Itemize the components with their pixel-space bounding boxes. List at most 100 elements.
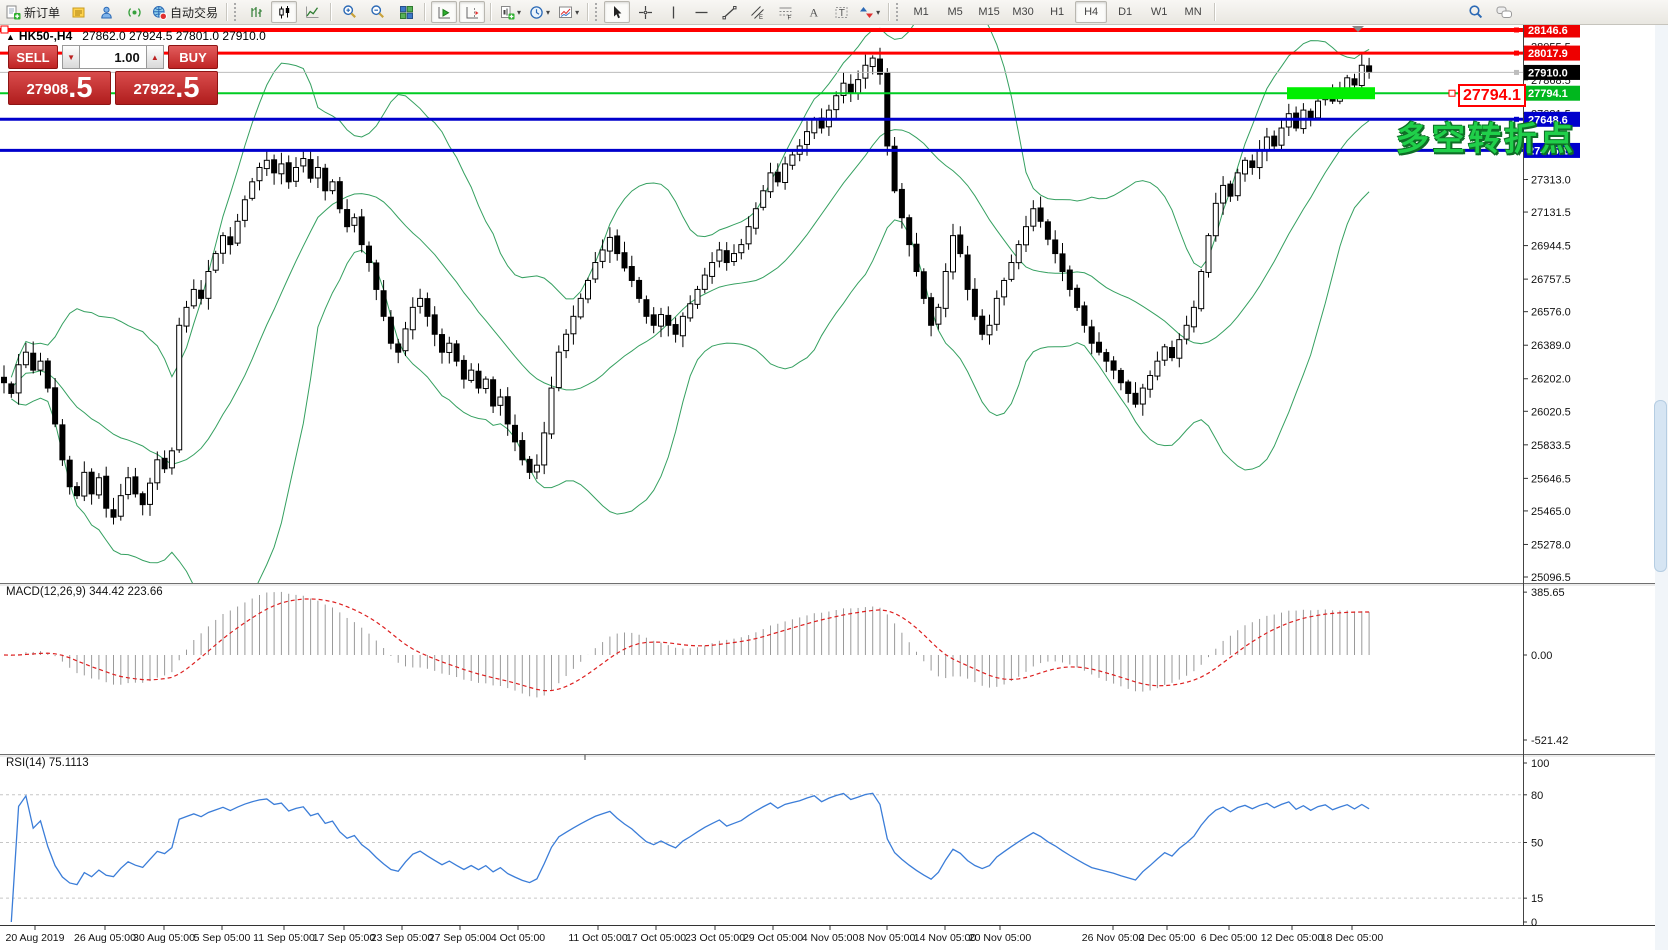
- timeframe-m5[interactable]: M5: [947, 6, 963, 18]
- timeframe-w1[interactable]: W1: [1150, 6, 1168, 18]
- volume-down-stepper[interactable]: ▼: [61, 45, 81, 69]
- zoom-out-icon: [371, 5, 385, 18]
- new-order-button[interactable]: 新订单: [3, 1, 63, 23]
- vertical-line-button[interactable]: [660, 1, 686, 23]
- svg-text:27794.1: 27794.1: [1528, 88, 1568, 100]
- text-label-button[interactable]: T: [828, 1, 854, 23]
- buy-button[interactable]: BUY: [168, 45, 218, 69]
- svg-text:25465.0: 25465.0: [1531, 506, 1571, 518]
- scrollbar-thumb[interactable]: [1654, 400, 1667, 572]
- timeframe-m15[interactable]: M15: [978, 6, 1000, 18]
- line-chart-icon: [305, 6, 319, 18]
- svg-text:4 Nov 05:00: 4 Nov 05:00: [802, 932, 859, 944]
- macd-pane-separator[interactable]: [0, 582, 1668, 586]
- toolbar-separator: [226, 3, 229, 21]
- sell-button[interactable]: SELL: [8, 45, 58, 69]
- terminal-button[interactable]: [93, 1, 119, 23]
- svg-text:26020.5: 26020.5: [1531, 406, 1571, 418]
- volume-up-stepper[interactable]: ▲: [145, 45, 165, 69]
- tile-windows-button[interactable]: [393, 1, 419, 23]
- templates-button[interactable]: ▾: [555, 1, 582, 23]
- svg-text:28146.6: 28146.6: [1528, 25, 1568, 37]
- svg-text:25833.5: 25833.5: [1531, 440, 1571, 452]
- svg-text:26576.0: 26576.0: [1531, 307, 1571, 319]
- chart-shift-marker-icon[interactable]: [1352, 26, 1364, 32]
- buy-price-box[interactable]: 27922.5: [115, 71, 218, 105]
- timeframe-d1[interactable]: D1: [1118, 6, 1133, 18]
- text-icon: A: [809, 5, 818, 19]
- candlesticks: [1, 47, 1373, 525]
- signals-button[interactable]: [121, 1, 147, 23]
- autotrading-button[interactable]: 自动交易: [149, 1, 221, 23]
- dropdown-caret-icon: ▾: [876, 7, 881, 17]
- sell-price-int: 27908: [26, 81, 69, 98]
- zoom-in-button[interactable]: [337, 1, 363, 23]
- timeframe-m1[interactable]: M1: [913, 6, 929, 18]
- sell-price-box[interactable]: 27908.5: [8, 71, 111, 105]
- search-button[interactable]: [1463, 1, 1489, 23]
- turning-point-annotation: 多空转折点: [1396, 120, 1576, 157]
- trend-line-icon: [722, 5, 737, 19]
- svg-text:12 Dec 05:00: 12 Dec 05:00: [1261, 932, 1324, 944]
- volume-field[interactable]: 1.00: [80, 45, 146, 69]
- svg-text:385.65: 385.65: [1531, 587, 1565, 599]
- crosshair-button[interactable]: [632, 1, 658, 23]
- horizontal-line-button[interactable]: [688, 1, 714, 23]
- chart-title: ▲ HK50-,H4 27862.0 27924.5 27801.0 27910.0: [6, 29, 266, 43]
- svg-text:A: A: [809, 5, 818, 19]
- toolbar-separator: [888, 3, 891, 21]
- svg-text:25096.5: 25096.5: [1531, 572, 1571, 584]
- svg-text:50: 50: [1531, 838, 1543, 850]
- timeframe-h4[interactable]: H4: [1075, 1, 1108, 23]
- price-axis-labels: 28055.527868.527681.527313.027131.526944…: [1523, 24, 1580, 929]
- svg-text:27 Sep 05:00: 27 Sep 05:00: [429, 932, 492, 944]
- svg-text:11 Sep 05:00: 11 Sep 05:00: [253, 932, 315, 944]
- horizontal-line-icon: [695, 11, 708, 13]
- fibonacci-button[interactable]: F: [772, 1, 798, 23]
- chat-icon: [1496, 6, 1512, 18]
- svg-text:18 Dec 05:00: 18 Dec 05:00: [1321, 932, 1384, 944]
- cursor-icon: [613, 5, 621, 18]
- quotes-button[interactable]: [65, 1, 91, 23]
- zoom-out-button[interactable]: [365, 1, 391, 23]
- buy-price-int: 27922: [133, 81, 176, 98]
- add-indicator-button[interactable]: ▾: [497, 1, 524, 23]
- time-axis[interactable]: [0, 926, 1523, 950]
- svg-text:29 Oct 05:00: 29 Oct 05:00: [743, 932, 803, 944]
- autotrading-icon: [153, 5, 168, 20]
- one-click-trading-panel: SELL ▼ 1.00 ▲ BUY 27908.5 27922.5: [8, 45, 218, 105]
- svg-text:20 Aug 2019: 20 Aug 2019: [6, 932, 65, 944]
- svg-text:27131.5: 27131.5: [1531, 207, 1571, 219]
- svg-text:0: 0: [1531, 917, 1537, 929]
- periods-button[interactable]: ▾: [526, 1, 553, 23]
- buy-price-dec: .5: [175, 72, 200, 104]
- candlestick-chart-button[interactable]: [271, 1, 298, 23]
- rsi-pane-separator[interactable]: [0, 753, 1668, 757]
- svg-text:28017.9: 28017.9: [1528, 48, 1568, 60]
- equidistant-channel-button[interactable]: E: [744, 1, 770, 23]
- add-indicator-icon: [501, 5, 515, 19]
- equidistant-channel-icon: E: [750, 5, 764, 20]
- price-chart-canvas[interactable]: 28055.527868.527681.527313.027131.526944…: [0, 24, 1668, 950]
- up-arrow-icon: ▲: [150, 52, 159, 62]
- timeframe-h1[interactable]: H1: [1050, 6, 1065, 18]
- timeframe-m30[interactable]: M30: [1012, 6, 1034, 18]
- line-chart-button[interactable]: [299, 1, 325, 23]
- arrows-button[interactable]: ▾: [856, 1, 883, 23]
- auto-scroll-button[interactable]: [431, 1, 458, 23]
- chat-button[interactable]: [1491, 1, 1517, 23]
- svg-text:26389.0: 26389.0: [1531, 340, 1571, 352]
- bar-chart-button[interactable]: [243, 1, 269, 23]
- highlight-rectangle[interactable]: [1287, 87, 1375, 100]
- toolbar-grip: [595, 3, 601, 21]
- symbol-period: HK50-,H4: [18, 29, 73, 43]
- fibonacci-icon: F: [779, 7, 792, 20]
- cursor-button[interactable]: [604, 1, 631, 23]
- timeframe-mn[interactable]: MN: [1184, 6, 1202, 18]
- trend-line-button[interactable]: [716, 1, 742, 23]
- text-button[interactable]: A: [800, 1, 826, 23]
- ohlc-values: 27862.0 27924.5 27801.0 27910.0: [82, 29, 266, 43]
- chart-shift-button[interactable]: [459, 1, 486, 23]
